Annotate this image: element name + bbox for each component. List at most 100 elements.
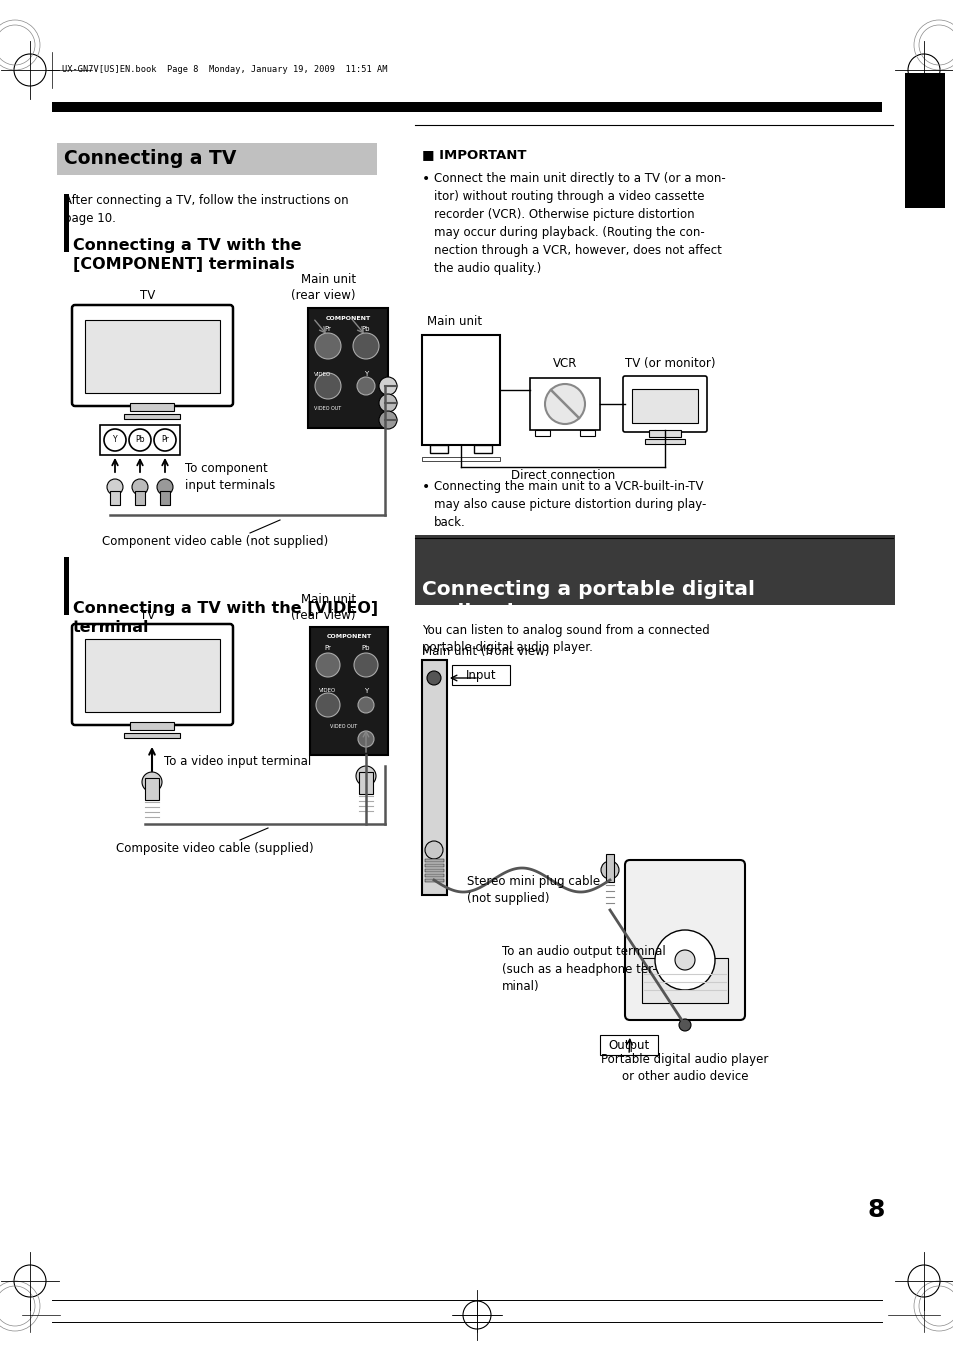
Text: VIDEO OUT: VIDEO OUT <box>330 724 357 730</box>
Text: Connecting a TV with the
[COMPONENT] terminals: Connecting a TV with the [COMPONENT] ter… <box>73 238 301 272</box>
FancyBboxPatch shape <box>71 624 233 725</box>
Circle shape <box>378 394 396 412</box>
Text: Pr: Pr <box>161 435 169 444</box>
Text: Pr: Pr <box>324 326 331 332</box>
Circle shape <box>378 377 396 394</box>
Bar <box>100 426 180 455</box>
Text: After connecting a TV, follow the instructions on
page 10.: After connecting a TV, follow the instru… <box>64 195 348 226</box>
Text: Composite video cable (supplied): Composite video cable (supplied) <box>116 842 314 855</box>
Circle shape <box>142 771 162 792</box>
Text: COMPONENT: COMPONENT <box>326 635 371 639</box>
Bar <box>145 778 159 800</box>
Text: TV: TV <box>140 609 155 621</box>
FancyBboxPatch shape <box>624 861 744 1020</box>
Text: Stereo mini plug cable
(not supplied): Stereo mini plug cable (not supplied) <box>467 875 599 905</box>
Text: COMPONENT: COMPONENT <box>325 316 370 320</box>
Bar <box>599 1035 658 1055</box>
Bar <box>535 430 550 436</box>
Bar <box>421 335 499 444</box>
Bar <box>85 320 220 393</box>
Bar <box>424 865 443 867</box>
Bar <box>648 430 680 436</box>
Text: 8: 8 <box>866 1198 884 1223</box>
Text: Pb: Pb <box>361 644 370 651</box>
Bar <box>64 195 69 253</box>
Bar <box>474 444 492 453</box>
Circle shape <box>600 861 618 880</box>
Bar <box>579 430 595 436</box>
Text: You can listen to analog sound from a connected
portable digital audio player.: You can listen to analog sound from a co… <box>421 624 709 654</box>
Bar <box>310 627 388 755</box>
Text: Preparation: Preparation <box>919 238 929 312</box>
Text: Connecting a TV: Connecting a TV <box>64 150 236 169</box>
Bar <box>641 958 727 1002</box>
Circle shape <box>129 430 151 451</box>
Bar <box>644 439 684 444</box>
Circle shape <box>357 697 374 713</box>
Text: Connecting a TV with the [VIDEO]
terminal: Connecting a TV with the [VIDEO] termina… <box>73 601 377 635</box>
Circle shape <box>315 653 339 677</box>
Circle shape <box>427 671 440 685</box>
Bar <box>424 859 443 862</box>
Bar <box>110 490 120 505</box>
Bar <box>85 639 220 712</box>
Text: Connecting a portable digital
audio player: Connecting a portable digital audio play… <box>421 580 754 621</box>
Circle shape <box>355 766 375 786</box>
Circle shape <box>424 842 442 859</box>
Bar <box>124 734 180 738</box>
Text: VIDEO: VIDEO <box>319 689 336 693</box>
Text: Input: Input <box>465 669 496 681</box>
Circle shape <box>679 1019 690 1031</box>
Text: TV: TV <box>140 289 155 303</box>
Bar <box>430 444 448 453</box>
Circle shape <box>378 411 396 430</box>
Text: To a video input terminal: To a video input terminal <box>164 755 311 769</box>
Bar <box>57 143 376 176</box>
Text: To component
input terminals: To component input terminals <box>185 462 275 492</box>
Text: VIDEO OUT: VIDEO OUT <box>314 405 341 411</box>
Text: VCR: VCR <box>552 357 577 370</box>
Text: Connect the main unit directly to a TV (or a mon-
itor) without routing through : Connect the main unit directly to a TV (… <box>434 172 725 276</box>
Bar <box>424 880 443 882</box>
Circle shape <box>544 384 584 424</box>
Bar <box>421 457 499 461</box>
Bar <box>424 869 443 871</box>
Circle shape <box>356 377 375 394</box>
Circle shape <box>675 950 695 970</box>
Bar <box>358 771 373 794</box>
Text: Portable digital audio player
or other audio device: Portable digital audio player or other a… <box>600 1052 768 1084</box>
Bar <box>605 854 614 882</box>
FancyBboxPatch shape <box>622 376 706 432</box>
Text: Connecting the main unit to a VCR-built-in-TV
may also cause picture distortion : Connecting the main unit to a VCR-built-… <box>434 480 705 530</box>
Text: Y: Y <box>112 435 117 444</box>
Bar <box>421 661 447 894</box>
Bar <box>904 73 944 208</box>
Text: Main unit
(rear view): Main unit (rear view) <box>292 273 355 303</box>
Circle shape <box>153 430 175 451</box>
Circle shape <box>354 653 377 677</box>
Text: Pr: Pr <box>324 644 331 651</box>
Text: Main unit: Main unit <box>427 315 481 328</box>
Text: VIDEO: VIDEO <box>314 372 332 377</box>
Bar <box>130 403 173 411</box>
Bar <box>135 490 145 505</box>
Text: Direct connection: Direct connection <box>511 469 615 482</box>
Circle shape <box>353 332 378 359</box>
Text: •: • <box>421 172 430 186</box>
Text: Main unit
(rear view): Main unit (rear view) <box>292 593 355 621</box>
Bar <box>52 101 882 112</box>
Circle shape <box>132 480 148 494</box>
Text: ■ IMPORTANT: ■ IMPORTANT <box>421 149 526 161</box>
Text: Output: Output <box>608 1039 649 1051</box>
Text: •: • <box>421 480 430 494</box>
Circle shape <box>157 480 172 494</box>
Bar <box>64 557 69 615</box>
Circle shape <box>107 480 123 494</box>
Circle shape <box>314 373 340 399</box>
Text: UX-GN7V[US]EN.book  Page 8  Monday, January 19, 2009  11:51 AM: UX-GN7V[US]EN.book Page 8 Monday, Januar… <box>62 65 387 74</box>
Bar <box>631 389 698 423</box>
Bar <box>130 721 173 730</box>
Bar <box>452 665 510 685</box>
Circle shape <box>104 430 126 451</box>
Bar <box>415 535 894 605</box>
